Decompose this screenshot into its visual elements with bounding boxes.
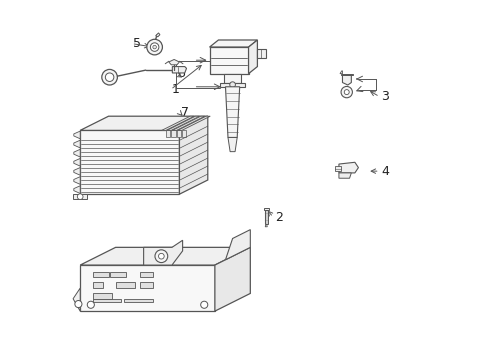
Polygon shape (339, 162, 358, 173)
Polygon shape (210, 47, 248, 74)
Polygon shape (156, 33, 160, 37)
Polygon shape (210, 40, 257, 47)
Polygon shape (74, 140, 80, 148)
Bar (110, 272, 126, 278)
Polygon shape (166, 130, 170, 138)
Circle shape (155, 250, 168, 262)
Polygon shape (74, 186, 80, 193)
Text: 3: 3 (381, 90, 389, 103)
Polygon shape (335, 166, 341, 171)
Bar (93, 293, 112, 299)
Bar (141, 272, 153, 278)
Polygon shape (162, 116, 195, 130)
Circle shape (153, 45, 156, 49)
Polygon shape (172, 116, 205, 130)
Polygon shape (73, 194, 87, 199)
Polygon shape (74, 177, 80, 184)
Polygon shape (80, 116, 208, 130)
Polygon shape (257, 49, 266, 58)
Circle shape (150, 43, 159, 51)
Polygon shape (73, 288, 80, 311)
Polygon shape (80, 265, 215, 311)
Circle shape (75, 301, 82, 307)
Polygon shape (74, 158, 80, 166)
Polygon shape (178, 116, 210, 130)
Polygon shape (169, 59, 179, 65)
Bar (93, 283, 103, 288)
Polygon shape (341, 74, 353, 76)
Polygon shape (167, 116, 199, 130)
Circle shape (230, 82, 235, 87)
Text: 7: 7 (181, 106, 189, 119)
Polygon shape (265, 224, 268, 227)
Text: 5: 5 (133, 37, 141, 50)
Polygon shape (74, 131, 80, 139)
Polygon shape (340, 71, 343, 74)
Circle shape (102, 69, 118, 85)
Circle shape (105, 73, 114, 81)
Circle shape (159, 253, 164, 259)
Polygon shape (228, 138, 237, 152)
Polygon shape (225, 230, 250, 260)
Circle shape (87, 301, 95, 308)
Bar (93, 300, 121, 302)
Polygon shape (182, 130, 186, 138)
Polygon shape (179, 116, 208, 194)
Text: 6: 6 (177, 67, 185, 80)
Polygon shape (248, 40, 257, 74)
Circle shape (341, 86, 352, 98)
Polygon shape (225, 87, 240, 138)
Text: 4: 4 (381, 165, 389, 177)
Polygon shape (220, 82, 245, 87)
Bar (124, 300, 153, 302)
Circle shape (77, 194, 83, 199)
Text: 8: 8 (230, 273, 238, 286)
Bar (116, 283, 135, 288)
Bar (93, 272, 109, 278)
Polygon shape (144, 240, 183, 265)
Polygon shape (74, 149, 80, 157)
Polygon shape (215, 247, 250, 311)
Polygon shape (224, 74, 242, 82)
Polygon shape (264, 208, 269, 210)
Circle shape (147, 39, 162, 55)
Polygon shape (74, 167, 80, 175)
Polygon shape (80, 247, 250, 265)
Polygon shape (339, 173, 351, 178)
Polygon shape (172, 67, 187, 73)
Text: 2: 2 (275, 211, 283, 224)
Polygon shape (265, 210, 268, 224)
Polygon shape (172, 130, 175, 138)
Polygon shape (343, 76, 351, 85)
Polygon shape (176, 130, 181, 138)
Circle shape (201, 301, 208, 308)
Polygon shape (80, 130, 179, 194)
Text: 1: 1 (172, 83, 180, 96)
Bar (141, 283, 153, 288)
Circle shape (344, 90, 349, 95)
